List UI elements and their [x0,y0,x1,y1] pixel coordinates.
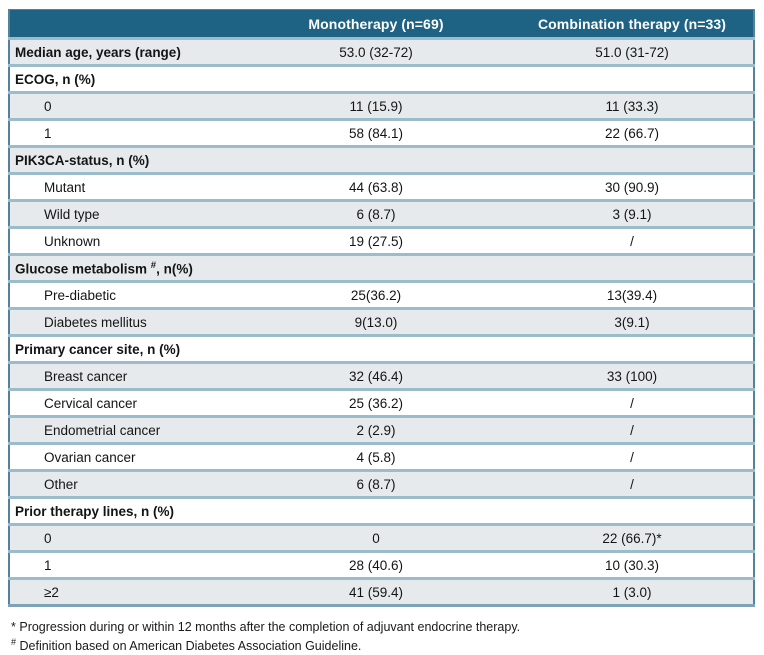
combination-value: / [511,227,754,255]
monotherapy-value: 6 (8.7) [241,200,511,228]
footnote-definition-text: Definition based on American Diabetes As… [19,639,362,654]
table-row: Breast cancer 32 (46.4) 33 (100) [9,362,754,390]
row-label: Cervical cancer [9,389,241,417]
table-row: 1 58 (84.1) 22 (66.7) [9,119,754,147]
table-row: Primary cancer site, n (%) [9,335,754,363]
table-row: Ovarian cancer 4 (5.8) / [9,443,754,471]
table-row: Wild type 6 (8.7) 3 (9.1) [9,200,754,228]
page: Monotherapy (n=69) Combination therapy (… [8,9,755,654]
table-row: Median age, years (range) 53.0 (32-72) 51.… [9,38,754,66]
combination-value [511,146,754,174]
combination-value [511,254,754,282]
row-label: Endometrial cancer [9,416,241,444]
row-label: 1 [9,551,241,579]
row-label: Glucose metabolism #, n(%) [9,254,241,282]
table-row: PIK3CA-status, n (%) [9,146,754,174]
monotherapy-value [241,146,511,174]
superscript-hash: # [150,259,157,271]
row-label: ECOG, n (%) [9,65,241,93]
row-label: Median age, years (range) [9,38,241,66]
row-label: 0 [9,524,241,552]
combination-value: / [511,443,754,471]
table-row: Pre-diabetic 25(36.2) 13(39.4) [9,281,754,309]
row-label: Primary cancer site, n (%) [9,335,241,363]
monotherapy-value: 25 (36.2) [241,389,511,417]
row-label: Unknown [9,227,241,255]
row-label: PIK3CA-status, n (%) [9,146,241,174]
monotherapy-value: 19 (27.5) [241,227,511,255]
header-empty-cell [9,9,241,39]
header-combination-therapy: Combination therapy (n=33) [511,9,754,39]
combination-value: / [511,389,754,417]
table-row: 0 11 (15.9) 11 (33.3) [9,92,754,120]
hash-marker: # [11,637,17,648]
row-label: Other [9,470,241,498]
combination-value: 11 (33.3) [511,92,754,120]
combination-value: 3(9.1) [511,308,754,336]
table-row: 0 0 22 (66.7)* [9,524,754,552]
row-label: Ovarian cancer [9,443,241,471]
monotherapy-value: 41 (59.4) [241,578,511,606]
table-row: ECOG, n (%) [9,65,754,93]
table-row: Prior therapy lines, n (%) [9,497,754,525]
monotherapy-value: 4 (5.8) [241,443,511,471]
table-body: Median age, years (range) 53.0 (32-72) 51.… [9,38,754,606]
row-label: Breast cancer [9,362,241,390]
combination-value: 51.0 (31-72) [511,38,754,66]
header-monotherapy: Monotherapy (n=69) [241,9,511,39]
row-label: Wild type [9,200,241,228]
table-row: Cervical cancer 25 (36.2) / [9,389,754,417]
combination-value: 22 (66.7) [511,119,754,147]
row-label: 1 [9,119,241,147]
monotherapy-value [241,335,511,363]
footnote-definition: # Definition based on American Diabetes … [11,636,753,655]
row-label: Prior therapy lines, n (%) [9,497,241,525]
monotherapy-value: 53.0 (32-72) [241,38,511,66]
monotherapy-value: 9(13.0) [241,308,511,336]
monotherapy-value: 25(36.2) [241,281,511,309]
monotherapy-value: 58 (84.1) [241,119,511,147]
combination-value: 1 (3.0) [511,578,754,606]
baseline-characteristics-table: Monotherapy (n=69) Combination therapy (… [8,9,755,607]
combination-value [511,335,754,363]
monotherapy-value [241,65,511,93]
table-row: Unknown 19 (27.5) / [9,227,754,255]
table-row: Diabetes mellitus 9(13.0) 3(9.1) [9,308,754,336]
table-row: Mutant 44 (63.8) 30 (90.9) [9,173,754,201]
combination-value: / [511,416,754,444]
table-row: Other 6 (8.7) / [9,470,754,498]
row-label: Pre-diabetic [9,281,241,309]
footnotes: * Progression during or within 12 months… [8,618,753,655]
row-label: Mutant [9,173,241,201]
monotherapy-value: 44 (63.8) [241,173,511,201]
monotherapy-value: 6 (8.7) [241,470,511,498]
table-row: ≥2 41 (59.4) 1 (3.0) [9,578,754,606]
monotherapy-value [241,497,511,525]
footnote-progression-text: Progression during or within 12 months a… [19,620,521,634]
combination-value [511,65,754,93]
row-label: Diabetes mellitus [9,308,241,336]
monotherapy-value: 32 (46.4) [241,362,511,390]
combination-value [511,497,754,525]
row-label: 0 [9,92,241,120]
table-row: Endometrial cancer 2 (2.9) / [9,416,754,444]
monotherapy-value [241,254,511,282]
monotherapy-value: 0 [241,524,511,552]
header-row: Monotherapy (n=69) Combination therapy (… [9,9,754,39]
footnote-progression: * Progression during or within 12 months… [11,618,753,636]
monotherapy-value: 28 (40.6) [241,551,511,579]
combination-value: 33 (100) [511,362,754,390]
combination-value: 3 (9.1) [511,200,754,228]
monotherapy-value: 2 (2.9) [241,416,511,444]
asterisk-marker: * [11,620,16,634]
table-row: Glucose metabolism #, n(%) [9,254,754,282]
combination-value: 10 (30.3) [511,551,754,579]
monotherapy-value: 11 (15.9) [241,92,511,120]
row-label: ≥2 [9,578,241,606]
combination-value: / [511,470,754,498]
combination-value: 22 (66.7)* [511,524,754,552]
combination-value: 30 (90.9) [511,173,754,201]
table-row: 1 28 (40.6) 10 (30.3) [9,551,754,579]
combination-value: 13(39.4) [511,281,754,309]
